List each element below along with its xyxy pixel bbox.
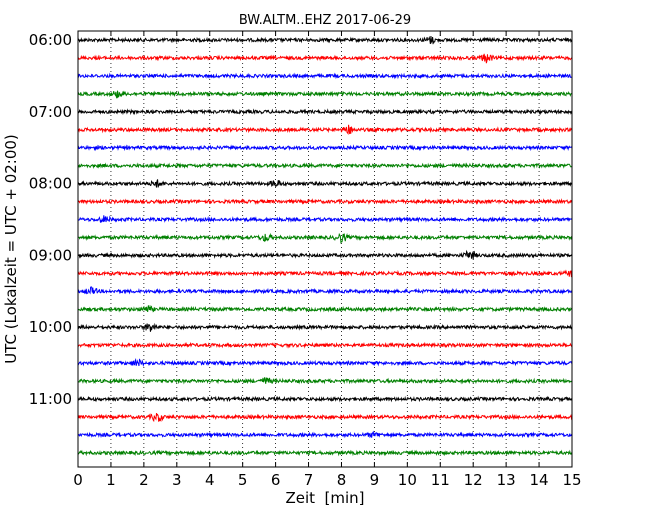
- trace-line: [77, 144, 573, 152]
- x-tick-label: 12: [464, 471, 483, 489]
- x-tick-label: 14: [530, 471, 549, 489]
- trace-line: [77, 413, 573, 423]
- trace-line: [77, 305, 573, 313]
- trace-line: [77, 198, 573, 205]
- trace-line: [77, 179, 573, 188]
- x-tick-label: 5: [238, 471, 248, 489]
- trace-line: [77, 35, 573, 45]
- trace-line: [77, 249, 573, 260]
- trace-line: [77, 215, 573, 224]
- trace-line: [77, 124, 573, 135]
- y-axis-label: UTC (Lokalzeit = UTC + 02:00): [2, 134, 20, 364]
- trace-line: [77, 449, 573, 457]
- x-tick-label: 3: [172, 471, 182, 489]
- trace-line: [77, 430, 573, 439]
- y-tick-label: 07:00: [29, 103, 72, 121]
- y-tick-label: 11:00: [29, 390, 72, 408]
- x-tick-label: 7: [304, 471, 314, 489]
- trace-line: [77, 108, 573, 116]
- seismic-traces: [77, 35, 573, 457]
- x-tick-label: 13: [497, 471, 516, 489]
- grid-lines: [110, 31, 540, 467]
- y-tick-label: 09:00: [29, 246, 72, 264]
- x-axis-label: Zeit [min]: [285, 489, 364, 507]
- x-tick-label: 0: [73, 471, 83, 489]
- x-axis-ticks: 0 1 2 3 4 5 6 7 8 9 10 11 12 13 14 15: [73, 31, 582, 489]
- x-tick-label: 15: [562, 471, 581, 489]
- x-tick-label: 10: [398, 471, 417, 489]
- y-axis-ticks: 06:00 07:00 08:00 09:00 10:00 11:00: [29, 31, 572, 408]
- trace-line: [77, 90, 573, 99]
- trace-line: [77, 269, 573, 278]
- x-tick-label: 2: [139, 471, 149, 489]
- x-tick-label: 11: [431, 471, 450, 489]
- trace-line: [77, 232, 573, 245]
- trace-line: [77, 162, 573, 170]
- x-tick-label: 6: [271, 471, 281, 489]
- trace-line: [77, 395, 573, 403]
- x-tick-label: 8: [337, 471, 347, 489]
- y-tick-label: 10:00: [29, 318, 72, 336]
- y-tick-label: 06:00: [29, 31, 72, 49]
- trace-line: [77, 53, 573, 64]
- x-tick-label: 1: [106, 471, 116, 489]
- x-tick-label: 9: [370, 471, 380, 489]
- trace-line: [77, 322, 573, 332]
- y-tick-label: 08:00: [29, 175, 72, 193]
- trace-line: [77, 377, 573, 385]
- plot-frame: [77, 30, 573, 468]
- trace-line: [77, 72, 573, 80]
- chart-title: BW.ALTM..EHZ 2017-06-29: [239, 13, 411, 28]
- trace-line: [77, 358, 573, 368]
- x-tick-label: 4: [205, 471, 215, 489]
- trace-line: [77, 286, 573, 295]
- trace-line: [77, 341, 573, 349]
